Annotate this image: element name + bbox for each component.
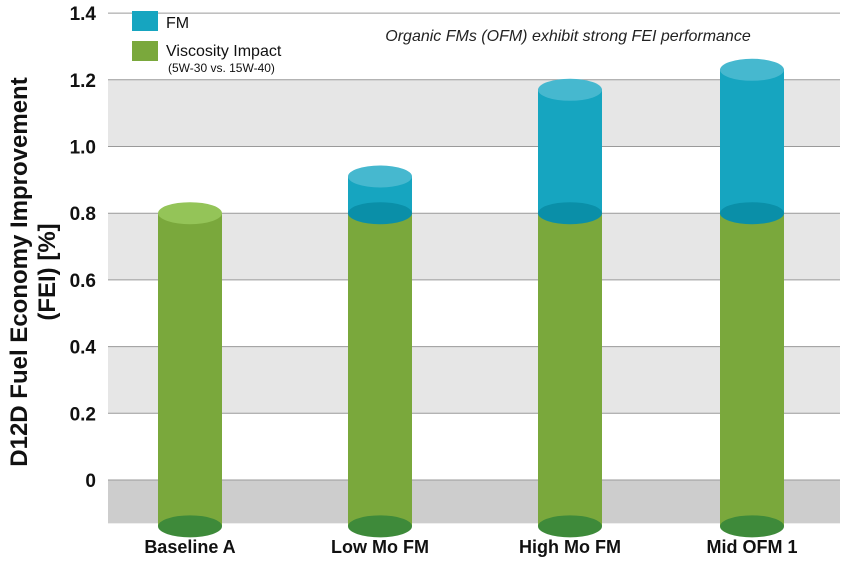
bar-top-cap [158, 202, 222, 225]
y-tick-label: 0.2 [70, 404, 96, 425]
y-tick-label: 1.2 [70, 71, 96, 92]
bar-top-cap [720, 58, 784, 81]
bar-fm [538, 89, 602, 214]
bar-base-cap [348, 515, 412, 538]
x-tick-label: High Mo FM [519, 537, 621, 557]
y-tick-label: 1.4 [70, 4, 97, 25]
legend-swatch-fm [132, 11, 158, 31]
grid-band [108, 346, 840, 414]
legend-label-viscosity: Viscosity Impact [166, 43, 282, 60]
grid-band [108, 213, 840, 280]
bar-viscosity-impact [158, 213, 222, 527]
background-bands [108, 13, 840, 524]
y-tick-label: 0 [85, 471, 96, 492]
grid-band [108, 79, 840, 147]
x-tick-label: Mid OFM 1 [707, 537, 798, 557]
bar-base-cap [538, 515, 602, 538]
bar-joint-cap [538, 202, 602, 225]
bar-group [538, 78, 602, 538]
y-tick-labels: 0 0.2 0.4 0.6 0.8 1.0 1.2 1.4 [70, 4, 97, 492]
y-axis-label-line1: D12D Fuel Economy Improvement [6, 77, 33, 466]
grid-band [108, 13, 840, 80]
bar-group [158, 202, 222, 538]
grid-band [108, 279, 840, 347]
bar-top-cap [538, 78, 602, 101]
legend-sublabel-viscosity: (5W-30 vs. 15W-40) [168, 61, 275, 75]
bar-viscosity-impact [720, 213, 784, 527]
x-tick-label: Low Mo FM [331, 537, 429, 557]
y-tick-label: 0.4 [70, 338, 97, 359]
y-tick-label: 0.6 [70, 271, 96, 292]
chart-annotation: Organic FMs (OFM) exhibit strong FEI per… [385, 28, 751, 45]
bars [158, 58, 784, 538]
bar-base-cap [720, 515, 784, 538]
bar-base-cap [158, 515, 222, 538]
x-tick-labels: Baseline A Low Mo FM High Mo FM Mid OFM 1 [144, 537, 797, 557]
legend: FM Viscosity Impact(5W-30 vs. 15W-40) [132, 11, 282, 75]
below-zero-band [108, 480, 840, 524]
gridlines [108, 12, 840, 481]
legend-label-fm: FM [166, 15, 189, 32]
bar-group [720, 58, 784, 538]
y-tick-label: 1.0 [70, 138, 96, 159]
grid-band [108, 146, 840, 214]
bar-joint-cap [720, 202, 784, 225]
y-tick-label: 0.8 [70, 204, 96, 225]
y-axis-label-line2: (FEI) [%] [34, 223, 61, 320]
legend-swatch-viscosity [132, 41, 158, 61]
x-tick-label: Baseline A [144, 537, 235, 557]
bar-joint-cap [348, 202, 412, 225]
bar-viscosity-impact [538, 213, 602, 527]
bar-group [348, 165, 412, 538]
bar-viscosity-impact [348, 213, 412, 527]
bar-top-cap [348, 165, 412, 188]
grid-band [108, 413, 840, 480]
bar-fm [720, 69, 784, 214]
y-axis-label: D12D Fuel Economy Improvement (FEI) [%] [6, 77, 61, 466]
